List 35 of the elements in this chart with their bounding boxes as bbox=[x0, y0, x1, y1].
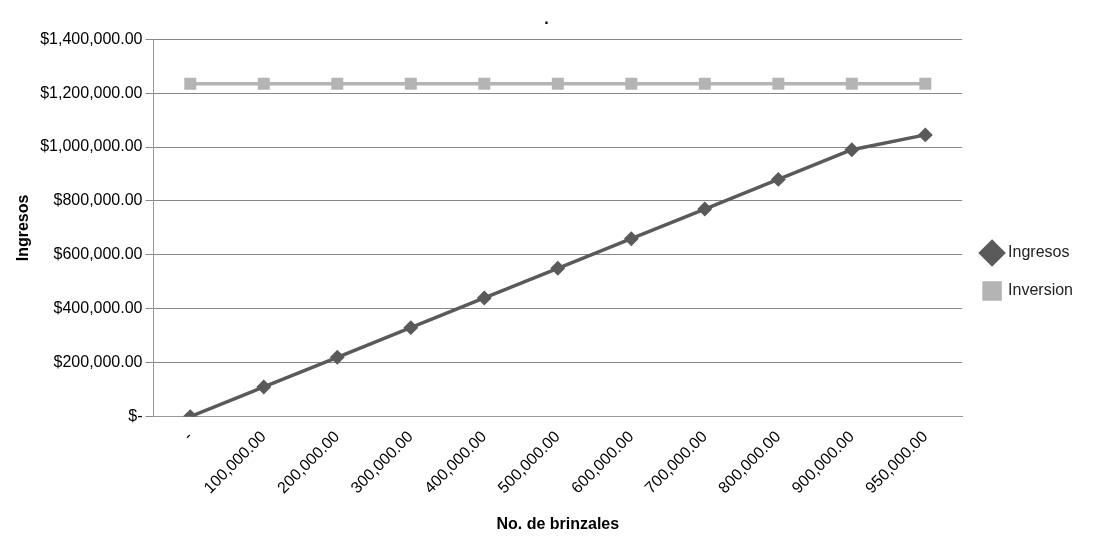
legend-label: Inversion bbox=[1008, 281, 1073, 299]
point bbox=[918, 128, 933, 142]
point bbox=[404, 77, 417, 90]
point bbox=[478, 77, 491, 90]
point bbox=[551, 77, 564, 90]
y-tick-label: $200,000.00 bbox=[53, 353, 143, 371]
point bbox=[331, 77, 344, 90]
y-tick-label: $800,000.00 bbox=[53, 191, 143, 209]
point bbox=[477, 291, 492, 305]
point bbox=[624, 231, 639, 246]
x-tick-label: - bbox=[179, 427, 196, 444]
point bbox=[919, 77, 932, 90]
y-tick-label: $600,000.00 bbox=[53, 245, 143, 263]
legend-label: Ingresos bbox=[1008, 243, 1070, 261]
point bbox=[771, 172, 786, 187]
point bbox=[257, 77, 270, 90]
point bbox=[698, 202, 712, 216]
point bbox=[551, 261, 565, 276]
point bbox=[330, 350, 345, 365]
point bbox=[698, 77, 711, 90]
point bbox=[625, 77, 638, 90]
y-axis-title: Ingresos bbox=[14, 194, 32, 262]
y-tick-label: $1,200,000.00 bbox=[40, 83, 143, 101]
chart-title: . bbox=[544, 10, 549, 28]
y-tick-label: $- bbox=[128, 407, 143, 425]
point bbox=[845, 142, 859, 157]
point bbox=[772, 77, 785, 90]
y-tick-label: $400,000.00 bbox=[53, 299, 143, 317]
y-tick-label: $1,000,000.00 bbox=[40, 137, 143, 155]
x-axis-title: No. de brinzales bbox=[496, 514, 620, 532]
point bbox=[257, 380, 271, 394]
point bbox=[184, 77, 197, 90]
y-tick-label: $1,400,000.00 bbox=[40, 29, 143, 47]
point bbox=[404, 320, 418, 335]
point bbox=[845, 77, 858, 90]
